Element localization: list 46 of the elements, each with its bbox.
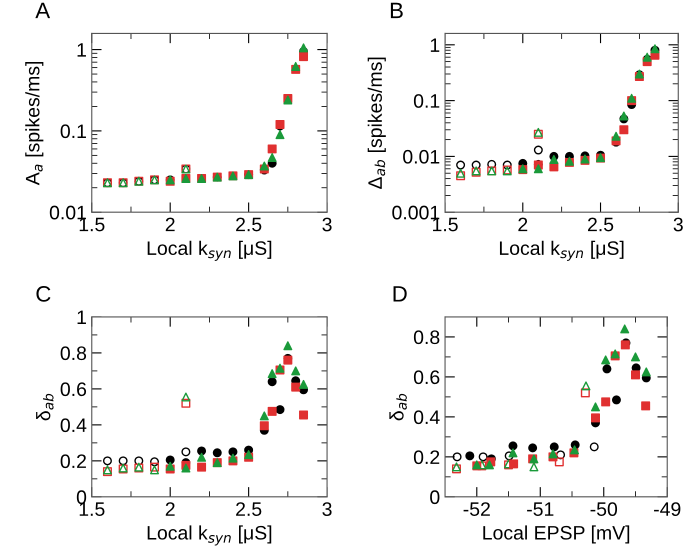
y-axis-title: δ$_{ab}$ xyxy=(36,394,54,420)
x-tick-label: -52 xyxy=(464,502,490,516)
y-tick-label: 0.8 xyxy=(60,346,86,360)
chart-title: C xyxy=(36,286,50,302)
x-tick-label: -50 xyxy=(590,502,618,516)
y-tick-label: 0.6 xyxy=(60,382,86,396)
x-axis-title: Local k$_{syn}$ [μS] xyxy=(500,240,624,261)
x-axis-title: Local EPSP [mV] xyxy=(483,525,630,544)
x-tick-label: 2.5 xyxy=(236,502,262,516)
x-tick-label: 2 xyxy=(166,502,175,516)
x-tick-label: 1.5 xyxy=(80,218,104,232)
x-tick-label: 3 xyxy=(322,502,332,516)
chart-title: A xyxy=(35,2,50,18)
y-tick-label: 0.01 xyxy=(50,206,86,220)
x-tick-label: 2.5 xyxy=(236,218,262,232)
x-axis-title: Local k$_{syn}$ [μS] xyxy=(148,525,272,546)
y-tick-label: 0.4 xyxy=(414,410,440,424)
y-axis-title: δ$_{ab}$ xyxy=(389,394,407,420)
y-axis-title: A$_{a}$ [spikes/ms] xyxy=(25,62,44,186)
x-tick-label: 2 xyxy=(166,218,175,232)
chart-title: B xyxy=(390,2,403,18)
x-axis-title: Local k$_{syn}$ [μS] xyxy=(148,240,272,261)
x-tick-label: 1.5 xyxy=(80,502,104,516)
y-tick-label: 0.2 xyxy=(60,454,86,468)
x-tick-label: 3 xyxy=(322,218,332,232)
x-tick-label: 2.5 xyxy=(588,218,614,232)
y-tick-label: 0 xyxy=(76,490,86,504)
x-tick-label: 2 xyxy=(518,218,528,232)
x-tick-label: -51 xyxy=(527,502,554,516)
y-axis-title: Δ$_{ab}$ [spikes/ms] xyxy=(368,58,386,189)
x-tick-label: 1.5 xyxy=(433,218,458,232)
y-tick-label: 0.01 xyxy=(403,150,440,164)
y-tick-label: 0.6 xyxy=(414,370,440,384)
chart-title: D xyxy=(394,286,407,302)
y-tick-label: 0.001 xyxy=(392,206,440,220)
y-tick-label: 1 xyxy=(78,310,86,324)
x-tick-label: 3 xyxy=(674,218,683,232)
y-tick-label: 0.1 xyxy=(60,124,86,138)
x-tick-label: -49 xyxy=(654,502,680,516)
y-tick-label: 0.4 xyxy=(60,418,86,432)
y-tick-label: 1 xyxy=(78,43,86,57)
y-tick-label: 1 xyxy=(430,38,440,52)
y-tick-label: 0.1 xyxy=(414,94,440,108)
y-tick-label: 0 xyxy=(430,490,440,504)
y-tick-label: 0.8 xyxy=(414,330,440,344)
y-tick-label: 0.2 xyxy=(414,450,440,464)
